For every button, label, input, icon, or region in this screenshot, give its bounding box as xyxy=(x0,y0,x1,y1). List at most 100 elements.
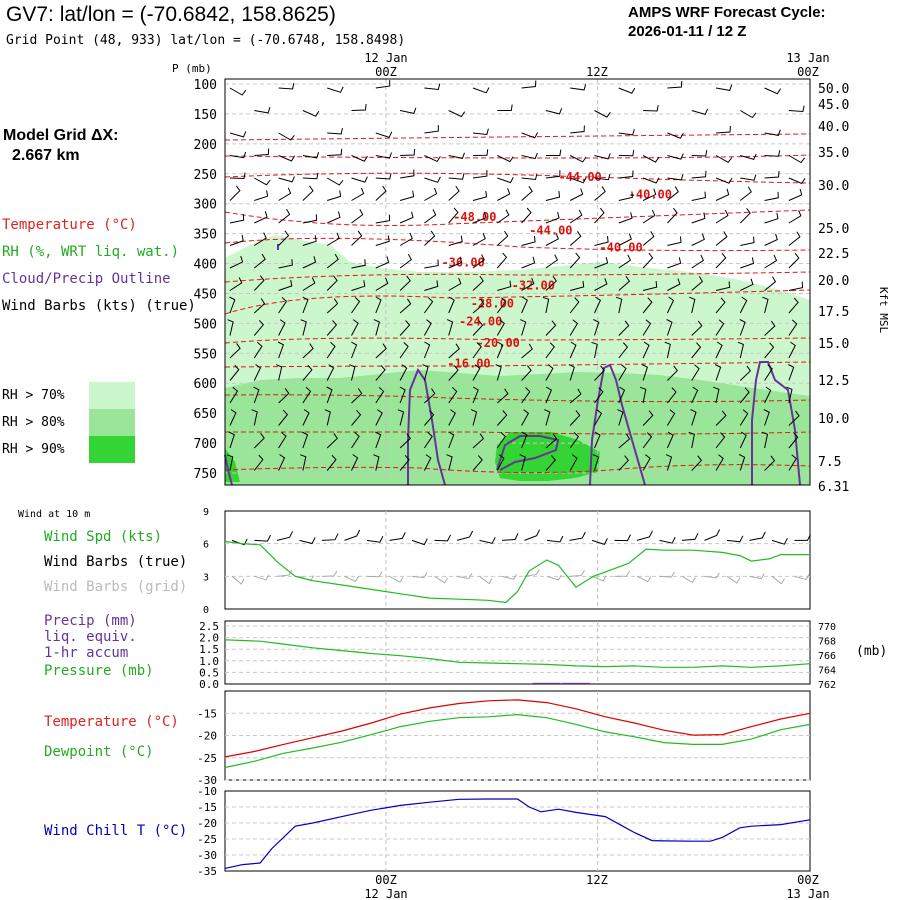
wind-barb xyxy=(302,235,317,246)
wind-barb xyxy=(521,343,533,359)
wind-barb-true xyxy=(231,538,248,546)
wind-tick-label: 6 xyxy=(203,540,209,551)
wind-barb xyxy=(373,454,380,471)
wind-barb-true xyxy=(704,529,721,541)
wind-barb xyxy=(569,155,587,163)
wind-barb xyxy=(521,186,533,201)
wind-barb xyxy=(302,277,316,291)
bottom-time-label: 00Z xyxy=(375,873,397,887)
wind-barb xyxy=(375,277,389,291)
wind-barb xyxy=(642,319,652,336)
top-time-label: 12Z xyxy=(586,65,608,79)
wind-barb xyxy=(739,365,752,381)
wind-barb xyxy=(739,409,749,426)
wind-barb-grid xyxy=(231,575,245,585)
wind-barb xyxy=(738,454,746,471)
wind-barb xyxy=(788,253,800,269)
legend-cloud: Cloud/Precip Outline xyxy=(2,271,171,287)
wind-barb xyxy=(737,341,744,359)
pressure-tick-label: 200 xyxy=(194,138,217,153)
wind-barb xyxy=(472,128,489,136)
wind-barb xyxy=(715,84,733,91)
wind-barb xyxy=(229,151,247,159)
wind-barb xyxy=(302,110,320,117)
wind-barb xyxy=(448,365,459,381)
wind-barb-grid xyxy=(524,569,540,577)
wind-barb xyxy=(521,235,536,246)
wind-barb xyxy=(251,409,258,426)
wind-barb-grid xyxy=(749,573,765,580)
wind-barb-true xyxy=(434,534,451,542)
wind-barb xyxy=(764,386,772,404)
bottom-date-label: 13 Jan xyxy=(786,887,829,900)
wind-barb xyxy=(788,297,799,314)
wind-barb xyxy=(375,387,385,404)
height-tick-label: 22.5 xyxy=(818,247,849,262)
wind-barb xyxy=(788,364,795,381)
wind-barb xyxy=(399,275,411,291)
wind-barb xyxy=(472,275,484,291)
model-grid-label: Model Grid ΔX: xyxy=(3,127,119,144)
wind-barb xyxy=(254,148,270,156)
wind-barb xyxy=(570,125,585,134)
wind-barb xyxy=(278,208,291,224)
wind-barb xyxy=(326,275,338,291)
wind-barb xyxy=(326,320,338,336)
wind-barb xyxy=(617,409,624,426)
wind-barb xyxy=(764,455,776,471)
wind-barb xyxy=(691,212,706,224)
wind-barb xyxy=(229,386,239,404)
wind-barb xyxy=(618,149,635,157)
wind-barb-grid xyxy=(389,575,404,583)
wind-barb xyxy=(351,454,359,471)
wind-barb xyxy=(470,409,478,426)
wind-chill-line xyxy=(224,798,811,869)
wind-barb xyxy=(618,433,631,449)
wind-barb xyxy=(253,253,266,269)
wind-barb xyxy=(375,214,391,224)
wind-barb xyxy=(764,129,781,136)
pressure-axis-label: P (mb) xyxy=(172,62,212,75)
wind-speed-label: Wind Spd (kts) xyxy=(44,529,163,545)
wind-tick-label: 0 xyxy=(203,605,209,616)
wind-barb xyxy=(375,365,386,381)
dewpoint-line xyxy=(224,713,811,769)
temperature-contour-label: -20.00 xyxy=(477,336,520,350)
wind-barb xyxy=(278,132,295,141)
bottom-time-label: 00Z xyxy=(797,873,819,887)
wind-barb xyxy=(521,80,537,89)
wind-barb xyxy=(739,431,747,449)
wind-barb xyxy=(326,433,338,449)
wind-barb xyxy=(278,454,286,471)
wind-barb xyxy=(521,256,536,269)
wind-barb xyxy=(351,431,360,449)
cloud-outline xyxy=(496,435,560,471)
wind-barb xyxy=(764,364,773,381)
wind-barb xyxy=(253,298,266,314)
wind-barb xyxy=(326,253,339,269)
wind-barb xyxy=(496,319,505,336)
wind-barb xyxy=(545,149,562,156)
cloud-outline xyxy=(589,363,646,486)
wind-barb xyxy=(375,256,390,269)
wind-chill-panel-frame xyxy=(224,790,811,872)
wind-barb xyxy=(763,409,770,426)
wind-barb xyxy=(397,409,405,426)
precip-tick-label: 2.5 xyxy=(199,620,219,633)
legend-rh80-swatch xyxy=(89,409,135,436)
wind-barb xyxy=(594,365,605,381)
wind-barb xyxy=(472,211,487,224)
pressure-label: Pressure (mb) xyxy=(44,663,154,679)
pressure-tick-label: 600 xyxy=(194,377,217,392)
wind-barb xyxy=(472,149,489,156)
wind-barb xyxy=(521,152,538,160)
dewpoint-label: Dewpoint (°C) xyxy=(44,744,154,760)
wind-barb xyxy=(690,409,697,426)
wind-barb xyxy=(764,170,780,179)
wind-barb xyxy=(761,431,769,449)
pressure-tick-label: 700 xyxy=(194,437,217,452)
wind-speed-line xyxy=(224,540,810,604)
pressure-tick-label: 250 xyxy=(194,168,217,183)
wind-barb xyxy=(375,152,392,159)
